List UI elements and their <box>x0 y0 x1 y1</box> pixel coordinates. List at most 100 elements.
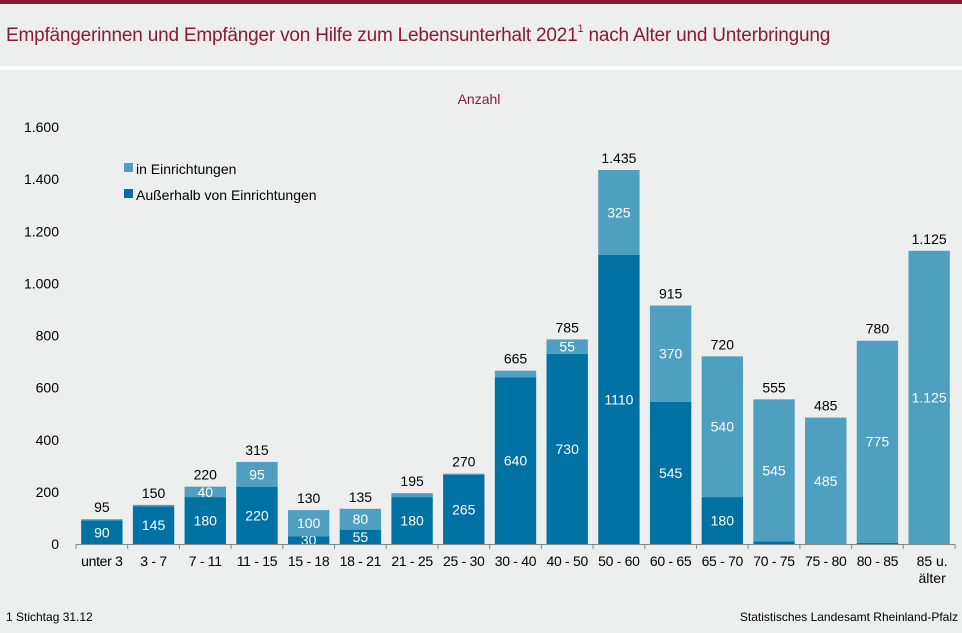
y-tick-label: 800 <box>36 328 60 344</box>
bar-segment-ausserhalb <box>339 529 382 544</box>
x-axis: unter 3 3 - 7 7 - 11 11 - 15 15 - 18 18 - 21 2… <box>75 544 956 586</box>
x-tick-label: 18 - 21 <box>340 553 382 569</box>
bar-segment-in-einrichtungen <box>546 339 588 354</box>
bars: 9095145150180402202209531530100130558013… <box>81 150 950 548</box>
bar-segment-in-einrichtungen <box>598 170 640 255</box>
bar-segment-ausserhalb <box>494 377 537 544</box>
bar-segment-in-einrichtungen <box>494 370 537 378</box>
y-axis-label: Anzahl <box>458 91 501 107</box>
y-tick-label: 1.600 <box>24 119 59 135</box>
x-tick-label: unter 3 <box>81 553 123 569</box>
data-label: 180 <box>194 513 218 529</box>
title-divider <box>0 66 962 70</box>
data-label: 95 <box>249 466 265 482</box>
bar-segment-in-einrichtungen <box>339 508 382 530</box>
bar-segment-ausserhalb <box>236 486 278 544</box>
bar-segment-ausserhalb <box>856 542 899 544</box>
legend-label-in-einrichtungen: in Einrichtungen <box>136 161 236 177</box>
total-label: 195 <box>400 473 424 489</box>
bar-segment-ausserhalb <box>81 520 123 544</box>
data-label: 100 <box>297 515 321 531</box>
x-tick-label: älter <box>919 570 947 586</box>
total-label: 95 <box>94 499 110 515</box>
legend: in Einrichtungen Außerhalb von Einrichtu… <box>124 161 317 203</box>
total-label: 270 <box>452 454 476 470</box>
legend-swatch-in-einrichtungen <box>124 163 133 172</box>
footnote: 1 Stichtag 31.12 <box>6 610 93 624</box>
x-tick-label: 50 - 60 <box>598 553 640 569</box>
y-tick-label: 200 <box>36 484 60 500</box>
title-text-rest: nach Alter und Unterbringung <box>583 25 831 46</box>
data-label: 325 <box>607 204 631 220</box>
bar-segment-ausserhalb <box>132 506 175 544</box>
total-label: 315 <box>245 442 269 458</box>
bar-segment-in-einrichtungen <box>701 356 744 498</box>
bar-segment-ausserhalb <box>184 497 226 544</box>
x-tick-label: 30 - 40 <box>495 553 537 569</box>
data-label: 485 <box>814 473 838 489</box>
y-tick-label: 1.200 <box>24 223 59 239</box>
data-label: 40 <box>197 484 213 500</box>
bar-segment-in-einrichtungen <box>81 519 123 521</box>
top-accent-bar <box>0 0 962 4</box>
data-label: 540 <box>711 419 735 435</box>
chart-title: Empfängerinnen und Empfänger von Hilfe z… <box>6 23 831 47</box>
title-band <box>0 4 962 66</box>
data-label: 1110 <box>604 391 633 407</box>
y-tick-label: 0 <box>51 536 59 552</box>
y-tick-label: 400 <box>36 432 60 448</box>
data-label: 145 <box>142 517 166 533</box>
total-label: 150 <box>142 485 166 501</box>
bar-segment-ausserhalb <box>701 497 744 544</box>
x-tick-label: 60 - 65 <box>650 553 692 569</box>
data-label: 90 <box>94 524 110 540</box>
x-tick-label: 21 - 25 <box>391 553 433 569</box>
data-label: 545 <box>762 462 786 478</box>
legend-label-ausserhalb: Außerhalb von Einrichtungen <box>136 187 317 203</box>
data-label: 370 <box>659 346 683 362</box>
total-label: 135 <box>349 489 373 505</box>
total-label: 780 <box>866 321 890 337</box>
data-label: 730 <box>556 441 580 457</box>
data-label: 180 <box>711 513 735 529</box>
total-label: 130 <box>297 490 321 506</box>
total-label: 1.125 <box>912 231 947 247</box>
data-label: 180 <box>400 513 424 529</box>
y-axis-ticks: 0 200 400 600 800 1.000 1.200 1.400 1.600 <box>24 119 59 552</box>
bar-segment-in-einrichtungen <box>908 250 950 544</box>
bar-segment-in-einrichtungen <box>132 504 175 507</box>
data-label: 640 <box>504 453 528 469</box>
data-label: 265 <box>452 501 476 517</box>
legend-swatch-ausserhalb <box>124 189 133 198</box>
y-tick-label: 1.000 <box>24 275 59 291</box>
bar-segment-in-einrichtungen <box>856 340 899 543</box>
total-label: 1.435 <box>601 150 636 166</box>
x-tick-label: 15 - 18 <box>288 553 330 569</box>
x-tick-label: 25 - 30 <box>443 553 485 569</box>
x-tick-label: 7 - 11 <box>189 553 222 569</box>
x-tick-label: 80 - 85 <box>857 553 899 569</box>
total-label: 785 <box>556 319 580 335</box>
data-label: 775 <box>866 434 890 450</box>
bar-segment-in-einrichtungen <box>443 473 485 475</box>
total-label: 915 <box>659 286 683 302</box>
total-label: 720 <box>711 336 735 352</box>
x-tick-label: 3 - 7 <box>140 553 167 569</box>
bar-segment-ausserhalb <box>649 401 692 544</box>
bar-segment-ausserhalb <box>546 353 588 544</box>
x-tick-label: 75 - 80 <box>805 553 847 569</box>
data-label: 545 <box>659 465 683 481</box>
x-tick-label: 11 - 15 <box>237 553 278 569</box>
data-label: 220 <box>245 507 269 523</box>
x-tick-label: 70 - 75 <box>753 553 795 569</box>
x-tick-label: 65 - 70 <box>702 553 744 569</box>
bar-segment-in-einrichtungen <box>753 399 795 542</box>
total-label: 220 <box>194 467 218 483</box>
y-tick-label: 1.400 <box>24 171 59 187</box>
bar-segment-in-einrichtungen <box>184 486 226 498</box>
x-tick-label: 40 - 50 <box>546 553 588 569</box>
bar-segment-in-einrichtungen <box>805 417 847 544</box>
bar-segment-in-einrichtungen <box>236 461 278 487</box>
title-footnote-marker: 1 <box>577 23 584 35</box>
bar-segment-in-einrichtungen <box>391 493 433 498</box>
